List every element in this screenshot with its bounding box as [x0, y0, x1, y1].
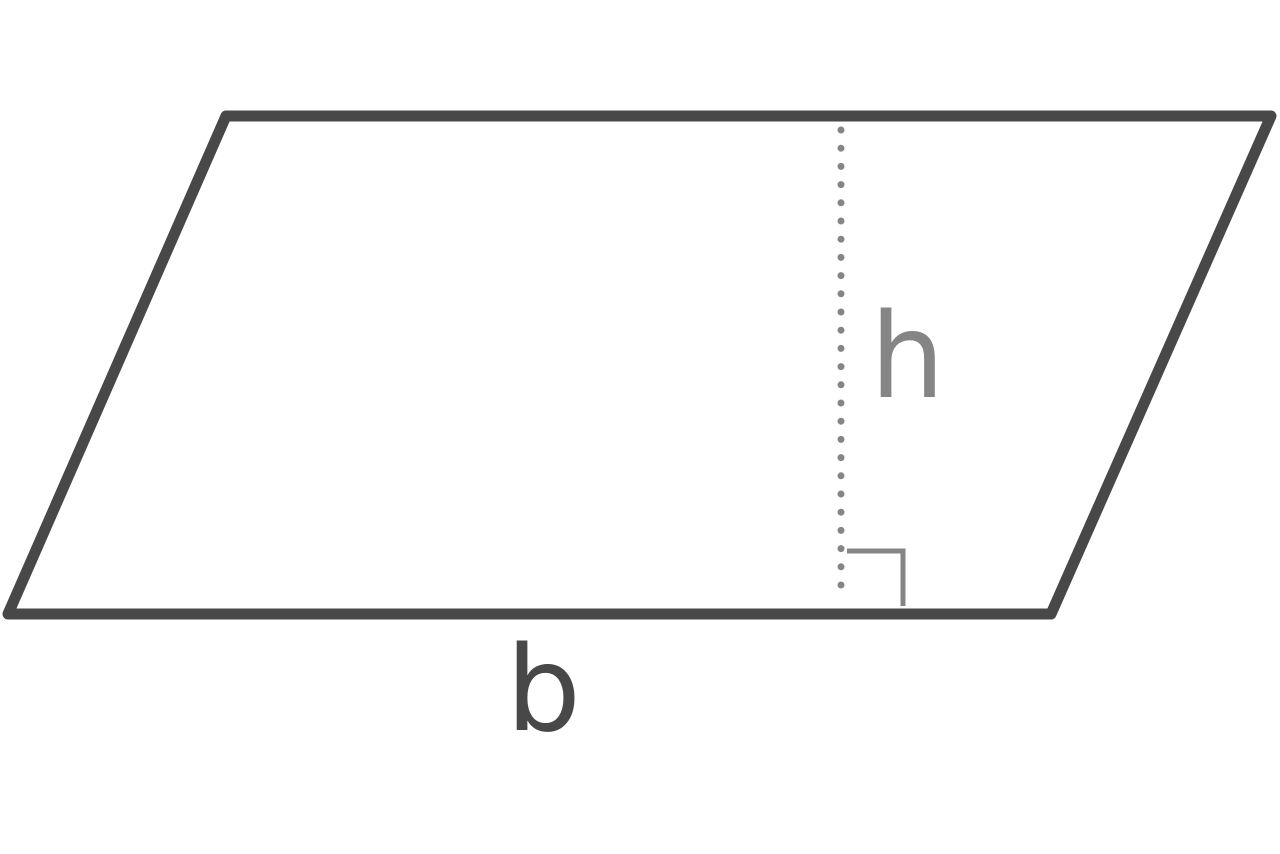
height-label: h: [870, 287, 945, 425]
parallelogram-outline: [2, 110, 1277, 620]
right-angle-marker: [847, 548, 906, 606]
base-label: b: [506, 620, 581, 758]
